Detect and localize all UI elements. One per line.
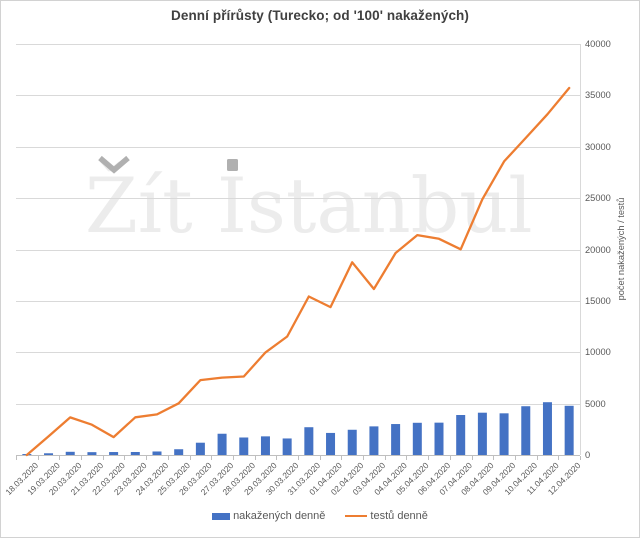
y-axis-tick-label: 25000 <box>585 193 611 203</box>
bar-series-swatch <box>212 512 231 520</box>
bar-nakazenych-denne <box>391 424 401 455</box>
bar-nakazenych-denne <box>477 412 487 455</box>
legend-item-nakazenych: nakažených denně <box>212 510 325 522</box>
bar-nakazenych-denne <box>282 438 292 455</box>
bar-nakazenych-denne <box>87 452 97 455</box>
legend-label-testu: testů denně <box>370 510 428 522</box>
bar-nakazenych-denne <box>434 422 444 455</box>
bar-nakazenych-denne <box>347 429 357 455</box>
line-series-swatch <box>345 514 368 518</box>
bar-nakazenych-denne <box>564 405 574 455</box>
watermark-caron-accent <box>98 155 130 174</box>
legend-item-testu: testů denně <box>345 510 428 522</box>
watermark: Žít İstanbul <box>85 161 533 250</box>
bar-nakazenych-denne <box>260 436 270 455</box>
legend: nakažených denně testů denně <box>1 510 639 522</box>
y-axis-tick-label: 10000 <box>585 347 611 357</box>
bar-nakazenych-denne <box>130 451 140 455</box>
bar-nakazenych-denne <box>195 442 205 455</box>
bar-nakazenych-denne <box>499 413 509 455</box>
bar-nakazenych-denne <box>304 427 314 455</box>
bar-nakazenych-denne <box>369 426 379 455</box>
y-axis-tick-label: 0 <box>585 450 590 460</box>
watermark-dot-accent <box>227 159 238 171</box>
bar-nakazenych-denne <box>109 452 119 455</box>
y-axis-tick-label: 15000 <box>585 296 611 306</box>
y-axis-tick-label: 20000 <box>585 245 611 255</box>
bar-nakazenych-denne <box>542 402 552 455</box>
y-axis-title: počet nakažených / testů <box>616 197 626 301</box>
y-axis-tick-label: 35000 <box>585 90 611 100</box>
y-axis-tick-label: 5000 <box>585 399 606 409</box>
bar-nakazenych-denne <box>152 451 162 455</box>
bar-nakazenych-denne <box>44 453 54 455</box>
legend-label-nakazenych: nakažených denně <box>233 510 326 522</box>
bar-nakazenych-denne <box>412 422 422 455</box>
bar-nakazenych-denne <box>65 451 75 455</box>
y-axis-tick-label: 30000 <box>585 142 611 152</box>
y-axis-tick-label: 40000 <box>585 39 611 49</box>
chart-title: Denní přírůsty (Turecko; od '100' nakaže… <box>171 8 469 23</box>
bar-nakazenych-denne <box>326 432 336 455</box>
bar-nakazenych-denne <box>217 433 227 455</box>
bar-nakazenych-denne <box>456 415 466 455</box>
bar-nakazenych-denne <box>521 406 531 455</box>
bar-nakazenych-denne <box>174 449 184 455</box>
bar-nakazenych-denne <box>239 437 249 455</box>
testu-denne-line <box>25 86 571 457</box>
